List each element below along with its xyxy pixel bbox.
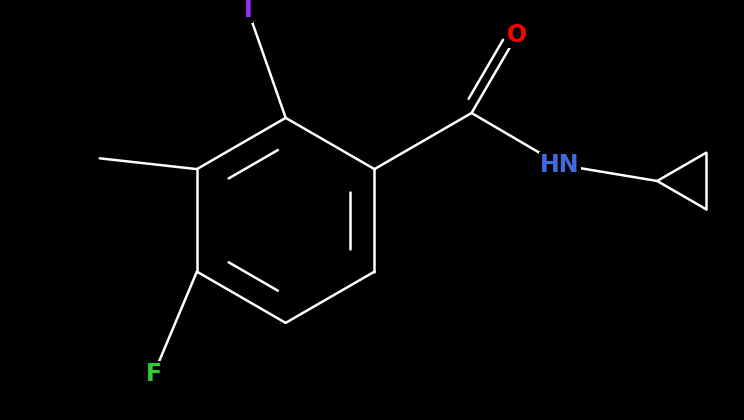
Text: I: I [243, 0, 252, 22]
Text: HN: HN [540, 153, 580, 177]
Text: O: O [507, 23, 527, 47]
Text: F: F [146, 362, 161, 386]
